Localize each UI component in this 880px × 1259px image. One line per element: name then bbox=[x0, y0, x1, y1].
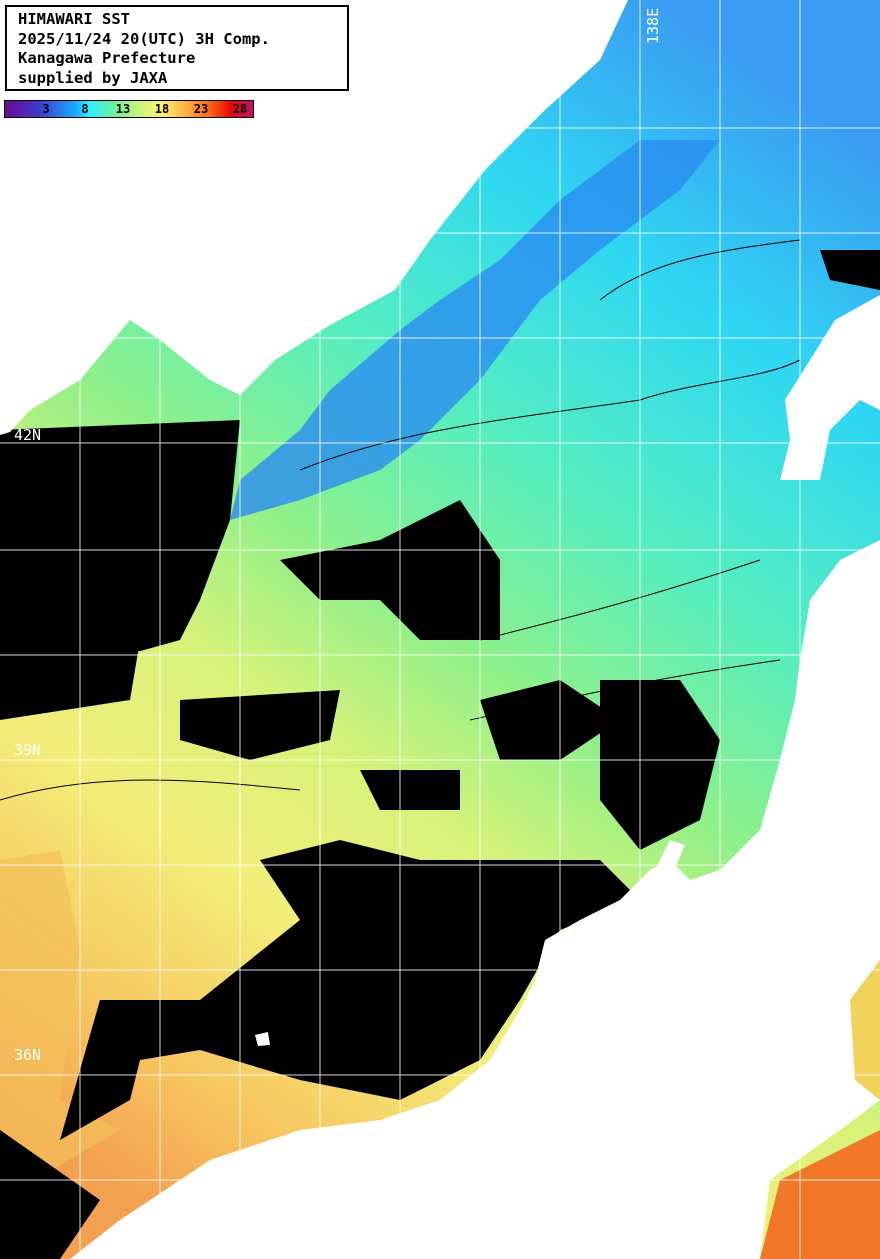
warm-water-east bbox=[850, 960, 880, 1100]
title-line-region: Kanagawa Prefecture bbox=[18, 49, 196, 67]
title-line-credit: supplied by JAXA bbox=[18, 68, 168, 87]
colorbar-tick: 3 bbox=[42, 102, 50, 116]
title-line-datetime: 2025/11/24 20(UTC) 3H Comp. bbox=[18, 29, 270, 48]
title-line-product: HIMAWARI SST bbox=[18, 10, 130, 28]
color-scale-bar: 3 8 13 18 23 28 bbox=[4, 100, 254, 118]
cloud-mask bbox=[0, 250, 880, 1259]
lon-label-138e: 138E bbox=[644, 7, 662, 44]
warm-water-south bbox=[0, 850, 120, 1200]
land-honshu bbox=[70, 540, 880, 1259]
colorbar-tick: 8 bbox=[81, 102, 89, 116]
lat-label-39n: 39N bbox=[14, 741, 42, 759]
lat-label-42n: 42N bbox=[14, 426, 42, 444]
colorbar-tick: 13 bbox=[115, 102, 131, 116]
cold-water-band bbox=[230, 140, 720, 520]
warm-water-pacific bbox=[760, 1130, 880, 1259]
isotherm-contours bbox=[0, 239, 801, 801]
land-oki bbox=[255, 1032, 270, 1046]
colorbar-tick: 28 bbox=[232, 102, 248, 116]
colorbar-tick: 18 bbox=[154, 102, 170, 116]
land-hokkaido bbox=[780, 295, 880, 480]
lat-label-36n: 36N bbox=[14, 1046, 42, 1064]
title-box: HIMAWARI SST 2025/11/24 20(UTC) 3H Comp.… bbox=[5, 5, 349, 91]
land-sado bbox=[650, 840, 685, 880]
colorbar-tick: 23 bbox=[193, 102, 209, 116]
